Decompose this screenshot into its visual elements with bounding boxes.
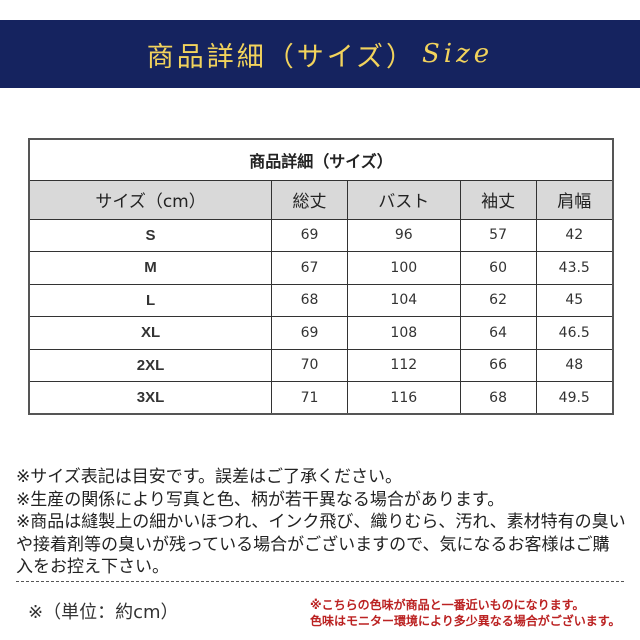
table-cell: 49.5 — [535, 381, 614, 415]
table-cell: 57 — [459, 218, 537, 252]
banner-title: 商品詳細（サイズ） — [146, 41, 416, 73]
header-length: 総丈 — [271, 179, 348, 220]
table-cell: 60 — [459, 251, 537, 285]
table-title: 商品詳細（サイズ） — [28, 138, 614, 181]
note-item: ※商品は縫製上の細かいほつれ、インク飛び、織りむら、汚れ、素材特有の臭いや接着剤… — [16, 512, 626, 577]
table-cell: 64 — [459, 316, 537, 350]
table-row: 2XL 70 112 66 48 — [28, 348, 614, 382]
size-label: L — [28, 283, 273, 317]
table-cell: 108 — [346, 316, 461, 350]
header-sleeve: 袖丈 — [459, 179, 537, 220]
color-note-line: 色味はモニター環境により多少異なる場合がございます。 — [310, 614, 621, 628]
table-cell: 68 — [459, 381, 537, 415]
size-label: 3XL — [28, 381, 273, 415]
table-cell: 67 — [271, 251, 348, 285]
table-row: S 69 96 57 42 — [28, 218, 614, 252]
size-label: S — [28, 218, 273, 252]
table-cell: 68 — [271, 283, 348, 317]
banner-title-en: Size — [421, 39, 494, 69]
table-cell: 69 — [271, 316, 348, 350]
table-cell: 46.5 — [535, 316, 614, 350]
notes: ※サイズ表記は目安です。誤差はご了承ください。 ※生産の関係により写真と色、柄が… — [16, 466, 626, 579]
table-cell: 45 — [535, 283, 614, 317]
table-row: M 67 100 60 43.5 — [28, 251, 614, 285]
unit-note: ※（単位：約cm） — [28, 602, 179, 623]
divider — [16, 581, 624, 582]
note-item: ※生産の関係により写真と色、柄が若干異なる場合があります。 — [16, 489, 505, 510]
note-item: ※サイズ表記は目安です。誤差はご了承ください。 — [16, 467, 403, 487]
table-cell: 62 — [459, 283, 537, 317]
header-size: サイズ（cm） — [28, 179, 273, 220]
color-note: ※こちらの色味が商品と一番近いものになります。 色味はモニター環境により多少異な… — [310, 597, 621, 629]
table-cell: 42 — [535, 218, 614, 252]
size-label: M — [28, 251, 273, 285]
header-shoulder: 肩幅 — [535, 179, 614, 220]
size-table: 商品詳細（サイズ） サイズ（cm） 総丈 バスト 袖丈 肩幅 S 69 96 57 42… — [28, 138, 614, 415]
table-row: XL 69 108 64 46.5 — [28, 316, 614, 350]
table-row: L 68 104 62 45 — [28, 283, 614, 317]
header-banner: 商品詳細（サイズ） Size — [0, 20, 640, 88]
table-cell: 104 — [346, 283, 461, 317]
table-cell: 96 — [346, 218, 461, 252]
table-cell: 69 — [271, 218, 348, 252]
table-cell: 43.5 — [535, 251, 614, 285]
table-row: 3XL 71 116 68 49.5 — [28, 381, 614, 415]
size-label: 2XL — [28, 348, 273, 382]
header-bust: バスト — [346, 179, 461, 220]
table-cell: 66 — [459, 348, 537, 382]
table-cell: 71 — [271, 381, 348, 415]
table-cell: 70 — [271, 348, 348, 382]
table-cell: 116 — [346, 381, 461, 415]
size-label: XL — [28, 316, 273, 350]
table-cell: 48 — [535, 348, 614, 382]
table-header-row: サイズ（cm） 総丈 バスト 袖丈 肩幅 — [28, 179, 614, 220]
color-note-line: ※こちらの色味が商品と一番近いものになります。 — [310, 598, 585, 612]
table-cell: 100 — [346, 251, 461, 285]
table-cell: 112 — [346, 348, 461, 382]
